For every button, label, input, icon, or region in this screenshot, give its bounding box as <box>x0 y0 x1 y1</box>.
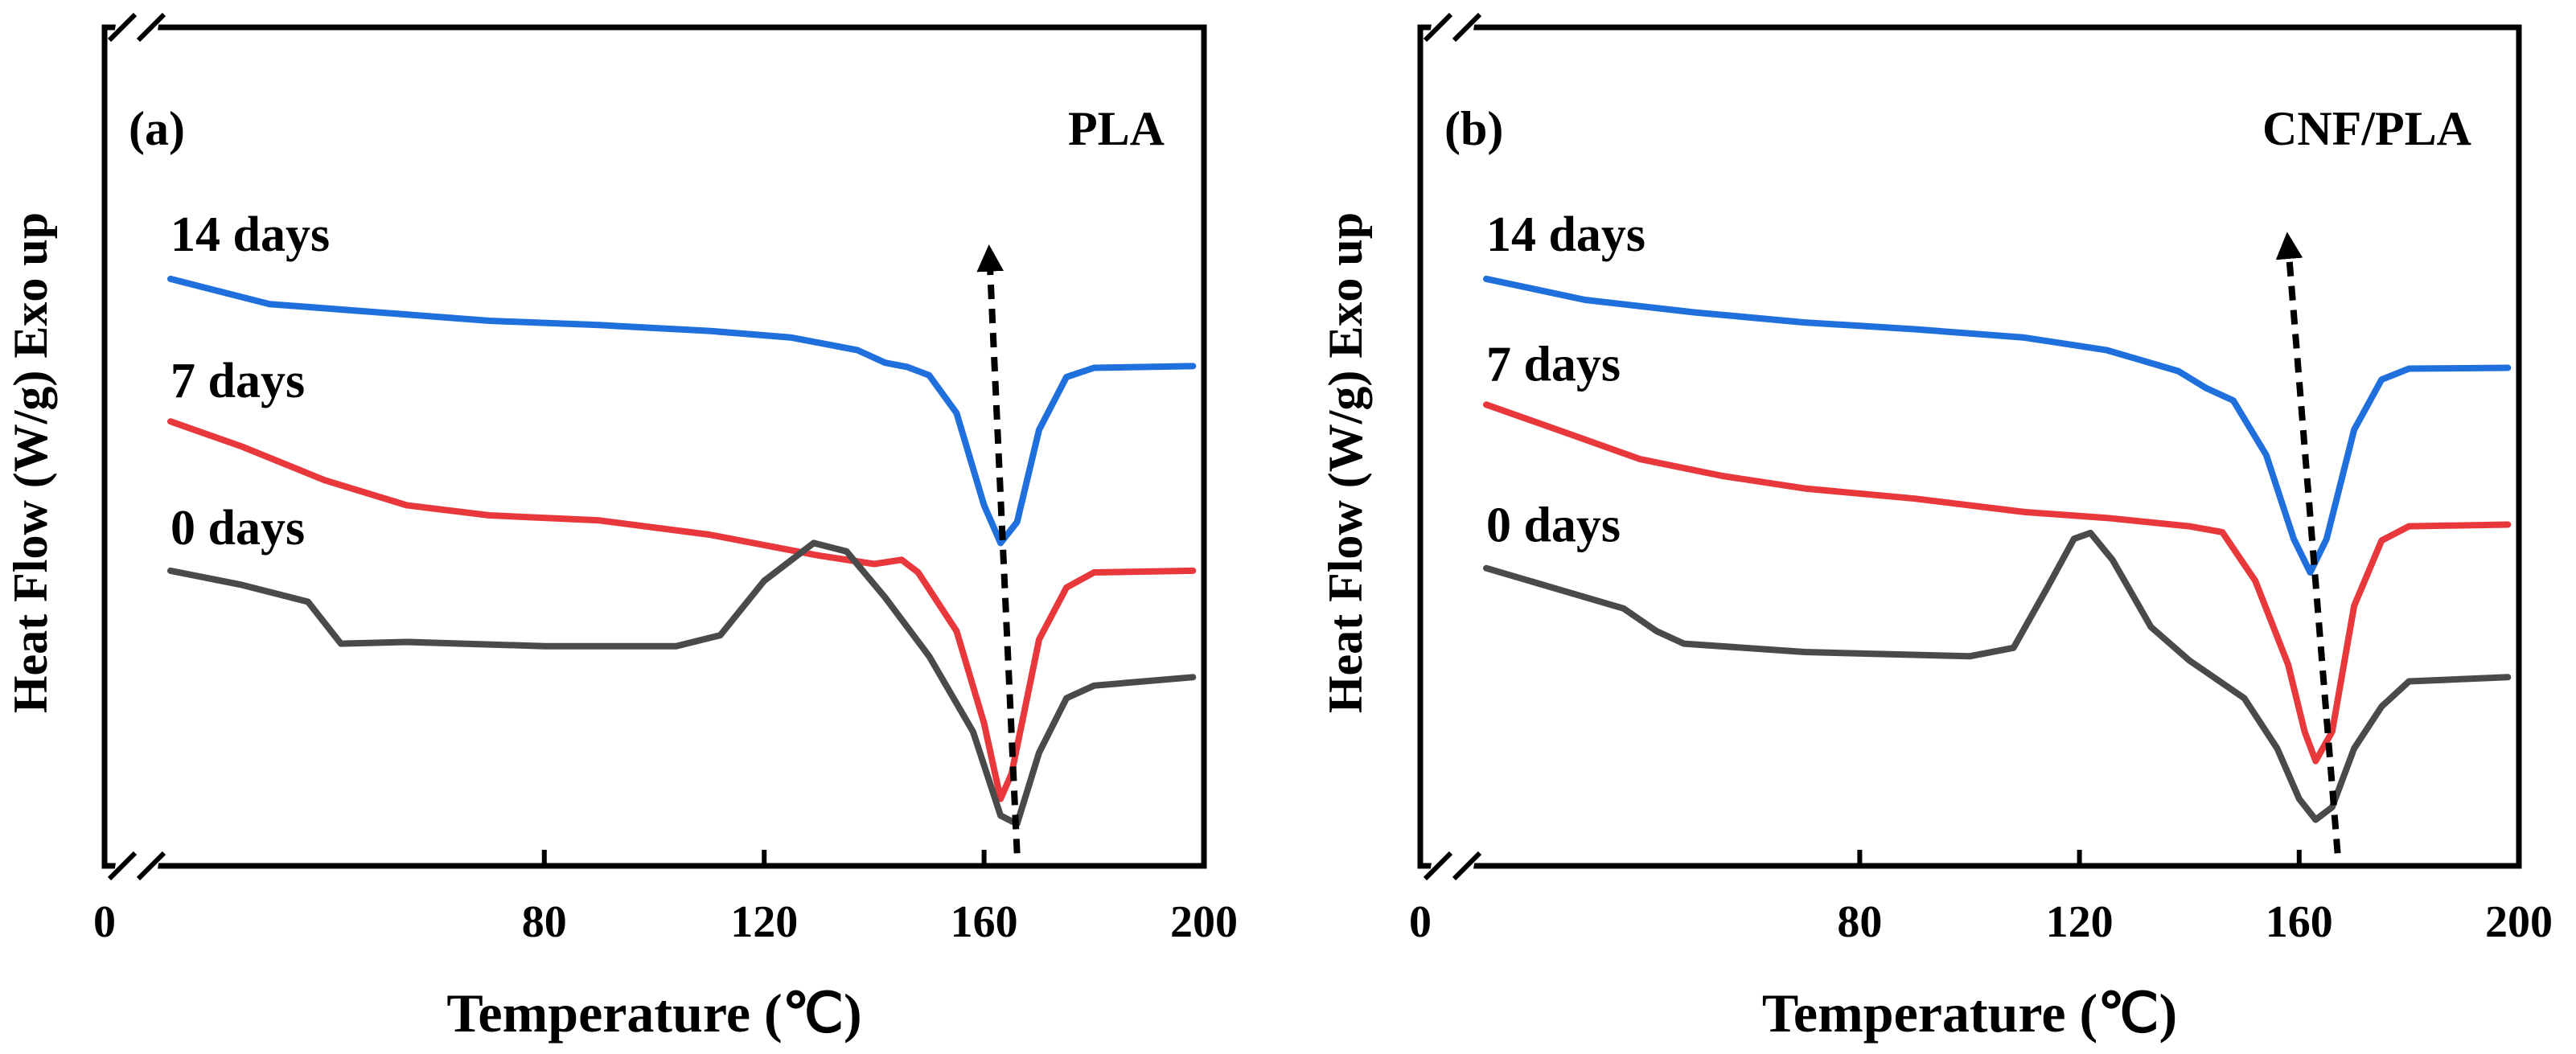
series-label: 14 days <box>171 207 330 262</box>
trend-arrow <box>976 244 1021 854</box>
y-axis-label: Heat Flow (W/g) Exo up <box>4 212 57 713</box>
plot-frame <box>1417 24 2522 869</box>
series-line-7-days <box>167 418 1197 802</box>
series-label: 0 days <box>1486 498 1621 553</box>
chart-panel-b: 0 80 120 160 200 14 days 7 days 0 days (b) CNF/PL… <box>1319 12 2553 1044</box>
panel-label: (b) <box>1444 102 1503 155</box>
x-tick-label: 160 <box>2266 897 2333 947</box>
x-tick-label: 0 <box>1409 897 1432 947</box>
trend-arrow <box>2275 232 2341 854</box>
x-tick-label: 120 <box>2046 897 2114 947</box>
panel-label: (a) <box>129 102 185 155</box>
series-line-0-days <box>1483 529 2512 823</box>
x-axis-label: Temperature (℃) <box>446 982 861 1044</box>
x-tick-label: 0 <box>93 897 116 947</box>
y-axis-break-mark <box>107 12 166 43</box>
x-tick-label: 200 <box>1170 897 1238 947</box>
x-axis-label: Temperature (℃) <box>1762 982 2177 1044</box>
x-axis-break-mark <box>1423 851 1482 881</box>
series-label: 0 days <box>171 501 305 556</box>
series-label: 7 days <box>1486 337 1621 392</box>
series-line-7-days <box>1483 401 2512 765</box>
x-tick-label: 120 <box>730 897 798 947</box>
x-tick-label: 80 <box>1837 897 1882 947</box>
plot-frame <box>101 24 1207 869</box>
series-line-14-days <box>167 275 1197 547</box>
series-label: 14 days <box>1486 207 1645 262</box>
chart-panel-a: 0 80 120 160 200 14 days 7 days 0 days (a) PLA Tem… <box>4 12 1238 1044</box>
x-axis-break-mark <box>107 851 166 881</box>
series-label: 7 days <box>171 354 305 408</box>
panel-title: CNF/PLA <box>2262 102 2471 155</box>
x-tick-label: 200 <box>2485 897 2553 947</box>
series-line-0-days <box>167 539 1197 827</box>
y-axis-break-mark <box>1423 12 1482 43</box>
y-axis-label: Heat Flow (W/g) Exo up <box>1319 212 1372 713</box>
x-tick-label: 80 <box>522 897 567 947</box>
panel-title: PLA <box>1068 102 1165 155</box>
x-tick-label: 160 <box>951 897 1018 947</box>
series-line-14-days <box>1483 275 2512 576</box>
